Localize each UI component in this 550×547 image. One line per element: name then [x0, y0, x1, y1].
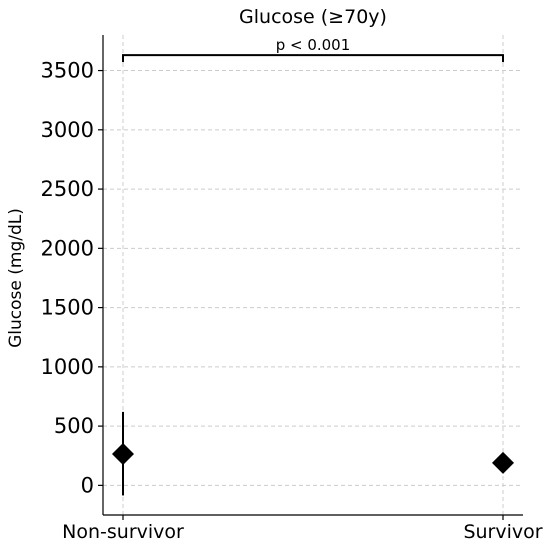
- y-tick-label: 500: [54, 414, 94, 438]
- x-tick-label: Non-survivor: [62, 521, 184, 543]
- data-point-diamond: [112, 442, 134, 465]
- y-tick-label: 1500: [41, 296, 94, 320]
- y-tick-label: 2500: [41, 177, 94, 201]
- data-point-diamond: [492, 451, 514, 474]
- data-marks: [112, 411, 514, 496]
- y-tick-label: 0: [81, 473, 94, 497]
- axes-layer: [102, 35, 523, 516]
- y-tick-label: 3000: [41, 118, 94, 142]
- p-value-annotation: p < 0.001: [276, 36, 351, 54]
- chart-title: Glucose (≥70y): [239, 6, 387, 28]
- y-axis-label: Glucose (mg/dL): [6, 208, 26, 348]
- y-tick-label: 2000: [41, 236, 94, 260]
- y-tick-label: 1000: [41, 355, 94, 379]
- x-tick-label: Survivor: [463, 521, 542, 543]
- annotation-layer: p < 0.001: [122, 36, 504, 63]
- y-ticks: 0 500 1000 1500 2000 2500 3000 3500: [41, 59, 103, 497]
- y-tick-label: 3500: [41, 59, 94, 83]
- significance-bracket: [122, 54, 504, 63]
- x-ticks: Non-survivor Survivor: [62, 515, 543, 543]
- grid-layer: [103, 35, 523, 515]
